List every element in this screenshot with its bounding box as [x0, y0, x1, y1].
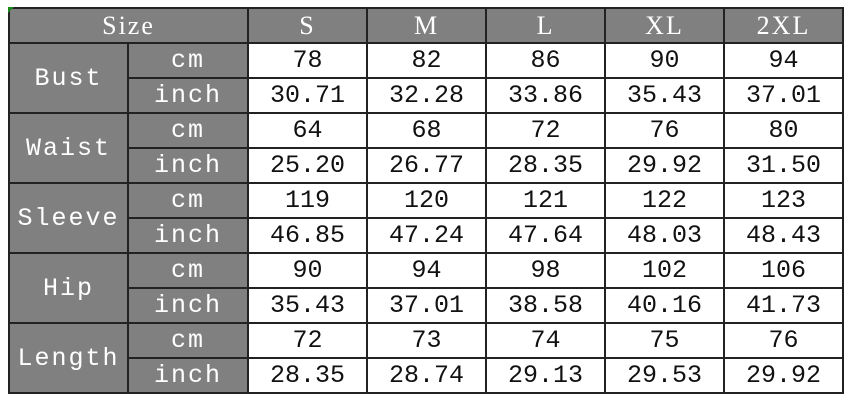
measure-label: Bust [8, 42, 129, 114]
value-cell: 76 [604, 112, 726, 149]
size-l-header: L [485, 7, 607, 44]
value-cell: 74 [485, 322, 607, 359]
size-xl-header: XL [604, 7, 726, 44]
value-cell: 119 [247, 182, 369, 219]
value-cell: 29.92 [604, 147, 726, 184]
value-cell: 72 [485, 112, 607, 149]
value-cell: 46.85 [247, 217, 369, 254]
unit-label: cm [126, 322, 250, 359]
value-cell: 80 [723, 112, 845, 149]
table-row-bust-inch: inch 30.71 32.28 33.86 35.43 37.01 [9, 77, 845, 114]
value-cell: 28.35 [247, 357, 369, 394]
value-cell: 94 [723, 42, 845, 79]
unit-label: cm [126, 252, 250, 289]
value-cell: 29.92 [723, 357, 845, 394]
size-header: Size [7, 7, 250, 44]
table-row-sleeve-inch: inch 46.85 47.24 47.64 48.03 48.43 [9, 217, 845, 254]
table-row-bust-cm: Bust cm 78 82 86 90 94 [8, 42, 845, 114]
value-cell: 76 [723, 322, 845, 359]
value-cell: 106 [723, 252, 845, 289]
table-row-hip-cm: Hip cm 90 94 98 102 106 [8, 252, 845, 324]
value-cell: 31.50 [723, 147, 845, 184]
cell-marker-icon [8, 7, 14, 13]
value-cell: 28.35 [485, 147, 607, 184]
value-cell: 48.43 [723, 217, 845, 254]
size-s-header: S [247, 7, 369, 44]
value-cell: 35.43 [247, 287, 369, 324]
value-cell: 28.74 [366, 357, 488, 394]
value-cell: 48.03 [604, 217, 726, 254]
value-cell: 30.71 [247, 77, 369, 114]
value-cell: 37.01 [366, 287, 488, 324]
value-cell: 25.20 [247, 147, 369, 184]
value-cell: 38.58 [485, 287, 607, 324]
value-cell: 94 [366, 252, 488, 289]
size-m-header: M [366, 7, 488, 44]
table-row-length-cm: Length cm 72 73 74 75 76 [8, 322, 845, 394]
value-cell: 98 [485, 252, 607, 289]
measure-label: Waist [8, 112, 129, 184]
unit-label: inch [126, 147, 250, 184]
value-cell: 35.43 [604, 77, 726, 114]
measure-label: Hip [8, 252, 129, 324]
value-cell: 37.01 [723, 77, 845, 114]
header-row: Size S M L XL 2XL [7, 7, 845, 44]
value-cell: 123 [723, 182, 845, 219]
value-cell: 32.28 [366, 77, 488, 114]
unit-label: cm [126, 112, 250, 149]
value-cell: 33.86 [485, 77, 607, 114]
value-cell: 122 [604, 182, 726, 219]
value-cell: 82 [366, 42, 488, 79]
value-cell: 40.16 [604, 287, 726, 324]
value-cell: 47.64 [485, 217, 607, 254]
unit-label: inch [126, 77, 250, 114]
table-row-waist-cm: Waist cm 64 68 72 76 80 [8, 112, 845, 184]
value-cell: 29.53 [604, 357, 726, 394]
value-cell: 41.73 [723, 287, 845, 324]
value-cell: 75 [604, 322, 726, 359]
unit-label: inch [126, 357, 250, 394]
value-cell: 90 [604, 42, 726, 79]
table-row-hip-inch: inch 35.43 37.01 38.58 40.16 41.73 [9, 287, 845, 324]
unit-label: cm [126, 42, 250, 79]
value-cell: 64 [247, 112, 369, 149]
value-cell: 120 [366, 182, 488, 219]
value-cell: 78 [247, 42, 369, 79]
value-cell: 72 [247, 322, 369, 359]
value-cell: 26.77 [366, 147, 488, 184]
value-cell: 73 [366, 322, 488, 359]
unit-label: inch [126, 217, 250, 254]
value-cell: 47.24 [366, 217, 488, 254]
value-cell: 68 [366, 112, 488, 149]
value-cell: 121 [485, 182, 607, 219]
measure-label: Sleeve [8, 182, 129, 254]
unit-label: cm [126, 182, 250, 219]
size-2xl-header: 2XL [723, 7, 845, 44]
unit-label: inch [126, 287, 250, 324]
value-cell: 86 [485, 42, 607, 79]
value-cell: 102 [604, 252, 726, 289]
table-row-length-inch: inch 28.35 28.74 29.13 29.53 29.92 [9, 357, 845, 394]
value-cell: 29.13 [485, 357, 607, 394]
table-row-sleeve-cm: Sleeve cm 119 120 121 122 123 [8, 182, 845, 254]
value-cell: 90 [247, 252, 369, 289]
measure-label: Length [8, 322, 129, 394]
table-row-waist-inch: inch 25.20 26.77 28.35 29.92 31.50 [9, 147, 845, 184]
size-chart-table: Size S M L XL 2XL Bust cm 78 82 86 90 94 inch 30… [7, 7, 845, 394]
